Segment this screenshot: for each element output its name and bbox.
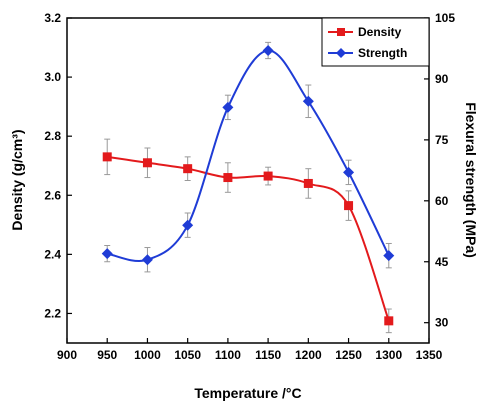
- series-layer: [101, 41, 395, 334]
- x-axis-label: Temperature /°C: [194, 385, 301, 401]
- density-point: [263, 171, 273, 181]
- y-left-tick-label: 2.4: [44, 247, 61, 261]
- tick-layer: 900 950 1000 1050 1100 1150 1200 1250 1300 1350 2.…: [44, 11, 455, 362]
- x-tick-label: 1100: [215, 348, 241, 362]
- y-left-tick-label: 2.8: [44, 129, 61, 143]
- x-tick-label: 1050: [174, 348, 201, 362]
- y-right-tick-label: 75: [435, 133, 449, 147]
- strength-point: [101, 248, 113, 260]
- y-left-tick-label: 2.2: [44, 306, 61, 320]
- plot-frame: [66, 17, 430, 344]
- y-axis-label-left: Density (g/cm³): [9, 129, 25, 230]
- strength-point: [343, 166, 355, 178]
- x-tick-label: 1150: [255, 348, 281, 362]
- legend: Density Strength: [321, 17, 430, 67]
- density-point: [303, 178, 313, 188]
- density-point: [102, 152, 112, 162]
- legend-strength-marker: [336, 48, 346, 58]
- y-left-tick-label: 3.2: [44, 11, 61, 25]
- legend-density-marker: [337, 28, 345, 36]
- density-point: [183, 164, 193, 174]
- y-right-tick-label: 60: [435, 194, 449, 208]
- y-right-tick-label: 105: [435, 11, 455, 25]
- y-right-tick-label: 30: [435, 316, 449, 330]
- y-axis-label-right: Flexural strength (MPa): [463, 102, 479, 258]
- density-point: [223, 173, 233, 183]
- strength-point: [302, 95, 314, 107]
- x-tick-label: 1200: [295, 348, 322, 362]
- x-tick-label: 1350: [416, 348, 443, 362]
- density-point: [142, 158, 152, 168]
- legend-box: [321, 17, 430, 67]
- x-tick-label: 1000: [134, 348, 161, 362]
- strength-point: [262, 45, 274, 56]
- x-tick-label: 1250: [335, 348, 362, 362]
- strength-point: [383, 250, 395, 262]
- y-right-tick-label: 90: [435, 72, 449, 86]
- density-point: [384, 316, 394, 326]
- x-tick-label: 900: [57, 348, 77, 362]
- legend-density-label: Density: [358, 25, 402, 39]
- legend-strength-label: Strength: [358, 46, 407, 60]
- strength-point: [222, 101, 234, 113]
- y-left-tick-label: 2.6: [44, 188, 61, 202]
- x-tick-label: 1300: [375, 348, 402, 362]
- strength-point: [141, 254, 153, 266]
- y-right-tick-label: 45: [435, 255, 449, 269]
- strength-point: [182, 219, 194, 231]
- y-left-tick-label: 3.0: [44, 70, 61, 84]
- x-tick-label: 950: [97, 348, 117, 362]
- density-point: [344, 201, 354, 211]
